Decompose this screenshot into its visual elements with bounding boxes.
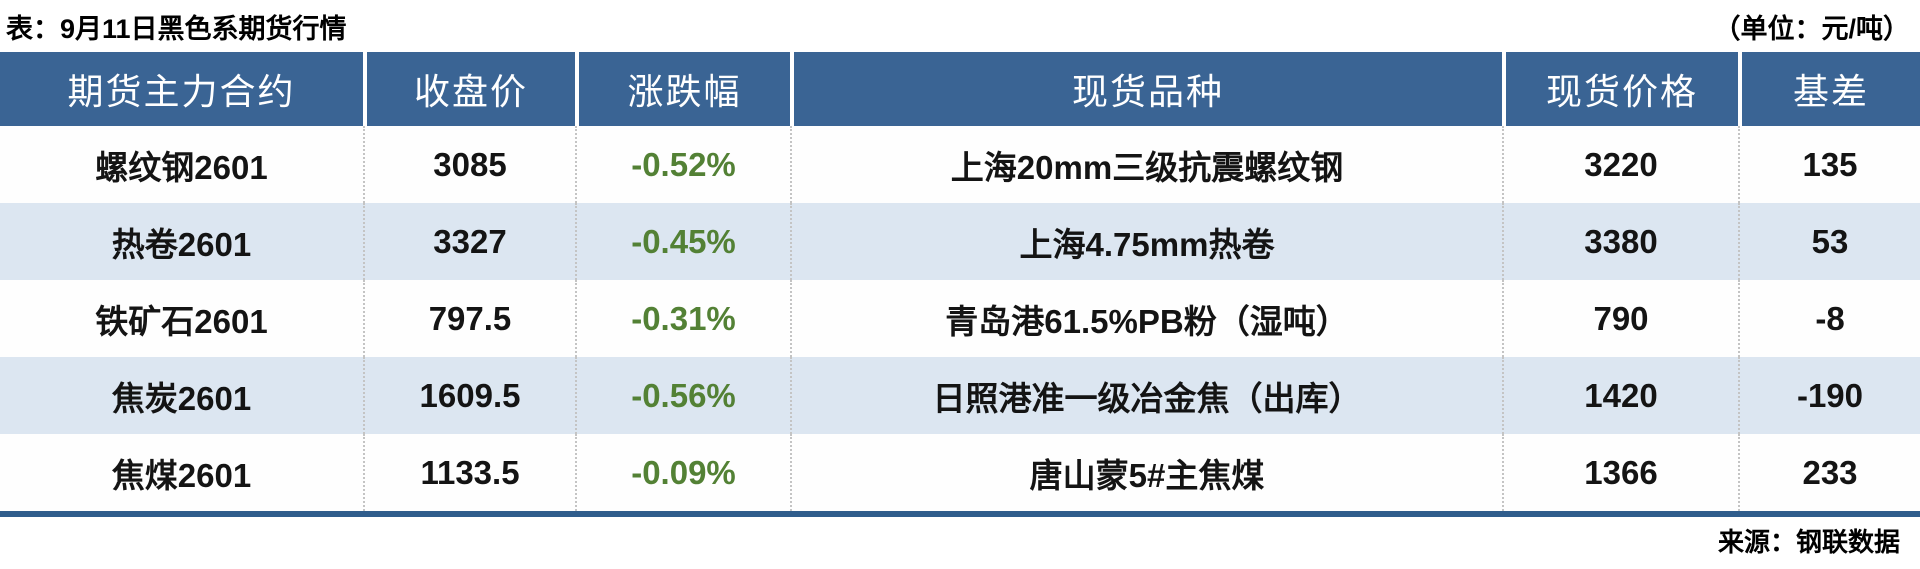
cell-contract: 热卷2601 bbox=[111, 225, 252, 263]
cell-change: -0.45% bbox=[575, 203, 790, 280]
column-header-close: 收盘价 bbox=[363, 52, 575, 126]
cell-change: -0.09% bbox=[575, 434, 790, 511]
futures-table: 期货主力合约 收盘价 涨跌幅 现货品种 现货价格 基差 螺纹钢2601 3085 -0.52%… bbox=[0, 52, 1920, 511]
cell-spot: 青岛港61.5%PB粉（湿吨） bbox=[790, 280, 1502, 357]
cell-basis: 233 bbox=[1738, 434, 1920, 511]
cell-spot: 上海20mm三级抗震螺纹钢 bbox=[790, 126, 1502, 203]
column-header-spot-price: 现货价格 bbox=[1502, 52, 1738, 126]
cell-spot-price: 3220 bbox=[1502, 126, 1738, 203]
cell-basis: -190 bbox=[1738, 357, 1920, 434]
cell-spot-price: 790 bbox=[1502, 280, 1738, 357]
cell-basis: -8 bbox=[1738, 280, 1920, 357]
table-row: 热卷2601 3327 -0.45% 上海4.75mm热卷 3380 53 bbox=[0, 203, 1920, 280]
column-header-spot: 现货品种 bbox=[790, 52, 1502, 126]
cell-close: 3327 bbox=[363, 203, 575, 280]
table-row: 螺纹钢2601 3085 -0.52% 上海20mm三级抗震螺纹钢 3220 135 bbox=[0, 126, 1920, 203]
column-header-contract: 期货主力合约 bbox=[67, 72, 296, 112]
table-body: 螺纹钢2601 3085 -0.52% 上海20mm三级抗震螺纹钢 3220 135 热卷2… bbox=[0, 126, 1920, 511]
cell-spot-price: 1420 bbox=[1502, 357, 1738, 434]
table-row: 焦炭2601 1609.5 -0.56% 日照港准一级冶金焦（出库） 1420 -190 bbox=[0, 357, 1920, 434]
cell-spot: 唐山蒙5#主焦煤 bbox=[790, 434, 1502, 511]
cell-close: 3085 bbox=[363, 126, 575, 203]
table-bottom-border bbox=[0, 511, 1920, 517]
cell-contract: 螺纹钢2601 bbox=[95, 148, 268, 186]
cell-contract: 铁矿石2601 bbox=[95, 302, 268, 340]
source-label: 来源：钢联数据 bbox=[1717, 527, 1900, 557]
cell-close: 797.5 bbox=[363, 280, 575, 357]
cell-close: 1609.5 bbox=[363, 357, 575, 434]
cell-basis: 53 bbox=[1738, 203, 1920, 280]
cell-spot-price: 3380 bbox=[1502, 203, 1738, 280]
table-row: 焦煤2601 1133.5 -0.09% 唐山蒙5#主焦煤 1366 233 bbox=[0, 434, 1920, 511]
table-header-row: 期货主力合约 收盘价 涨跌幅 现货品种 现货价格 基差 bbox=[0, 52, 1920, 126]
table-caption-bar: 表：9月11日黑色系期货行情 （单位：元/吨） bbox=[0, 0, 1920, 52]
column-header-change: 涨跌幅 bbox=[575, 52, 790, 126]
cell-spot: 日照港准一级冶金焦（出库） bbox=[790, 357, 1502, 434]
cell-spot-price: 1366 bbox=[1502, 434, 1738, 511]
cell-basis: 135 bbox=[1738, 126, 1920, 203]
cell-change: -0.52% bbox=[575, 126, 790, 203]
cell-contract: 焦炭2601 bbox=[111, 379, 252, 417]
cell-spot: 上海4.75mm热卷 bbox=[790, 203, 1502, 280]
table-row: 铁矿石2601 797.5 -0.31% 青岛港61.5%PB粉（湿吨） 790 -8 bbox=[0, 280, 1920, 357]
cell-contract: 焦煤2601 bbox=[111, 456, 252, 494]
column-header-basis: 基差 bbox=[1738, 52, 1920, 126]
unit-label: （单位：元/吨） bbox=[1713, 13, 1910, 44]
cell-change: -0.31% bbox=[575, 280, 790, 357]
cell-close: 1133.5 bbox=[363, 434, 575, 511]
table-title: 表：9月11日黑色系期货行情 bbox=[6, 13, 347, 44]
cell-change: -0.56% bbox=[575, 357, 790, 434]
